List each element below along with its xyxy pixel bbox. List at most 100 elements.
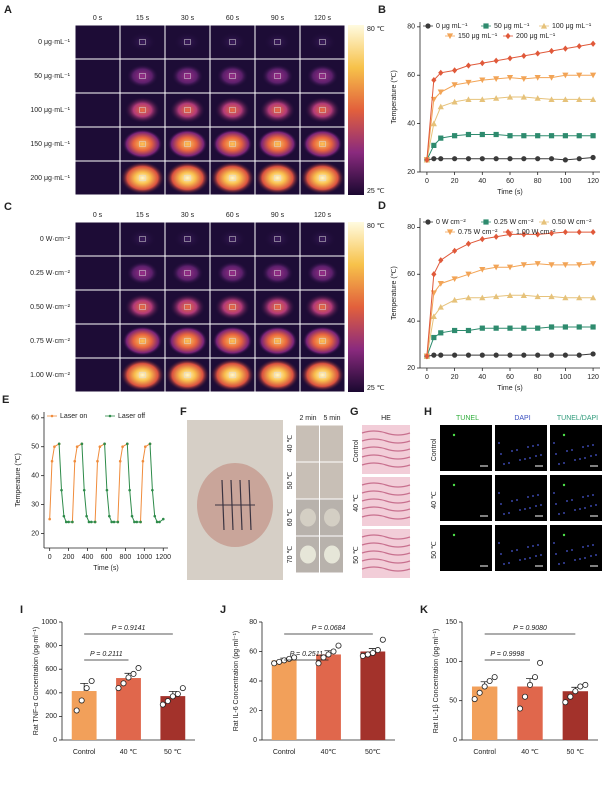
data-point [159, 701, 166, 708]
p-value: P = 0.9998 [490, 651, 524, 658]
data-point [271, 660, 278, 667]
x-tick-label: 40 ℃ [120, 749, 138, 756]
x-tick-label: Control [73, 749, 96, 756]
x-tick-label: 60 [506, 374, 514, 381]
marker [590, 351, 596, 357]
x-tick-label: 50 ℃ [164, 749, 182, 756]
marker [108, 514, 111, 518]
heat-spot [304, 293, 341, 321]
nucleus [587, 495, 589, 497]
marker [576, 228, 582, 236]
panel-letter: J [220, 604, 226, 616]
nucleus [532, 495, 534, 497]
panel-letter: G [350, 406, 359, 418]
fluorescence-image [495, 525, 547, 571]
heat-spot [218, 32, 247, 52]
marker [562, 45, 568, 52]
marker [431, 271, 437, 278]
roi-box [139, 270, 146, 276]
x-tick-label: 80 [534, 178, 542, 185]
marker [493, 156, 499, 162]
nucleus [582, 446, 584, 448]
marker [425, 23, 431, 29]
heat-spot [261, 261, 294, 285]
roi-box [184, 39, 191, 45]
marker [431, 334, 437, 341]
roi-box [274, 338, 281, 344]
heat-spot [165, 358, 210, 392]
p-value: P = 0.0684 [312, 625, 346, 632]
thermal-image [75, 25, 120, 59]
marker [438, 330, 444, 336]
fluorescence-image [440, 425, 492, 471]
x-tick-label: 0 [425, 178, 429, 185]
y-axis-label: Rat IL-1β Concentration (pg·ml⁻¹) [433, 629, 440, 734]
nucleus [498, 492, 500, 494]
marker [479, 235, 485, 243]
y-tick-label: 600 [45, 666, 57, 673]
roi-box [184, 73, 191, 79]
marker [452, 247, 458, 254]
nucleus [524, 458, 526, 460]
marker [451, 98, 458, 105]
p-value: P = 0.9080 [513, 625, 547, 632]
scale-min: 25 ℃ [367, 188, 385, 195]
tissue-layer [361, 558, 411, 564]
marker [465, 294, 472, 301]
marker [90, 520, 93, 524]
panel-letter: A [4, 4, 12, 16]
marker [438, 257, 444, 264]
legend-label: 0 W cm⁻² [436, 219, 466, 226]
series-line [426, 134, 594, 161]
fluorescence-image [550, 425, 602, 471]
marker [535, 352, 541, 358]
tissue-layer [361, 454, 411, 460]
heat-spot [214, 96, 251, 124]
series-line [49, 443, 151, 523]
x-tick-label: 40 [478, 178, 486, 185]
marker [548, 47, 555, 55]
nucleus [535, 555, 537, 557]
x-tick-label: 40 [478, 374, 486, 381]
y-tick-label: 40 [407, 120, 415, 127]
row-label: Control [431, 438, 438, 461]
heat-spot [120, 161, 165, 195]
marker [93, 520, 97, 524]
data-point [169, 693, 176, 700]
marker [121, 445, 124, 449]
marker [507, 55, 513, 62]
data-point [491, 674, 498, 681]
marker [452, 352, 458, 358]
roi-box [229, 338, 236, 344]
marker [133, 520, 136, 524]
legend-label: 0.25 W cm⁻² [494, 219, 534, 226]
data-point [125, 674, 132, 681]
fluorescence-image [550, 475, 602, 521]
p-value: P = 0.9141 [112, 625, 146, 632]
legend-label: 0 μg mL⁻¹ [436, 23, 468, 30]
marker [520, 76, 527, 82]
heat-spot [218, 229, 247, 249]
legend-label: 1.00 W cm⁻² [516, 229, 556, 236]
burn-spot [324, 508, 340, 527]
thermal-image [75, 59, 120, 93]
y-tick-label: 100 [445, 658, 457, 665]
nucleus [579, 508, 581, 510]
marker [446, 33, 454, 40]
nucleus [540, 504, 542, 506]
roi-box [319, 236, 326, 242]
data-point [335, 642, 342, 649]
y-axis-label: Temperature (℃) [15, 453, 22, 507]
marker [425, 219, 431, 225]
row-label: 40 ℃ [353, 494, 360, 512]
roi-box [319, 107, 326, 113]
marker [576, 72, 583, 79]
heat-spot [300, 161, 345, 195]
roi-box [274, 304, 281, 310]
y-tick-label: 40 [407, 318, 415, 325]
marker [562, 96, 569, 103]
data-point [379, 636, 386, 643]
marker [506, 264, 514, 271]
roi-box [184, 338, 191, 344]
roi-box [184, 141, 191, 147]
